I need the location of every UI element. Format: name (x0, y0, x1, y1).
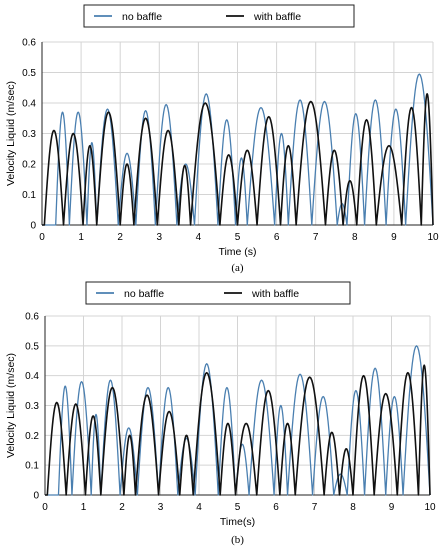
y-tick-label: 0 (33, 491, 39, 502)
x-tick-label: 6 (273, 502, 279, 513)
x-tick-label: 8 (352, 232, 358, 243)
x-tick-label: 5 (235, 232, 241, 243)
figure-caption: (a) (231, 262, 244, 274)
y-tick-label: 0.5 (25, 341, 39, 352)
x-tick-label: 8 (350, 502, 356, 513)
x-tick-label: 4 (196, 232, 202, 243)
y-tick-label: 0.4 (22, 99, 36, 110)
x-tick-label: 9 (391, 232, 397, 243)
x-tick-label: 7 (312, 502, 318, 513)
y-tick-label: 0 (30, 221, 36, 232)
x-tick-label: 3 (157, 232, 163, 243)
x-tick-label: 0 (42, 502, 48, 513)
x-tick-label: 1 (81, 502, 87, 513)
y-axis-label: Velocity Liquid (m/sec) (5, 81, 17, 186)
legend-label: no baffle (122, 11, 162, 23)
x-tick-label: 0 (39, 232, 45, 243)
x-tick-label: 10 (424, 502, 436, 513)
x-tick-label: 9 (389, 502, 395, 513)
x-tick-label: 2 (117, 232, 123, 243)
chart-a: 0 1 2 3 4 5 6 7 8 9 10 0 0.1 0.2 0.3 0.4 0.5 0.6 Time (s) V… (5, 4, 439, 274)
legend-label: no baffle (124, 288, 164, 300)
series-line-with-baffle (41, 93, 434, 226)
x-tick-label: 6 (274, 232, 280, 243)
y-tick-label: 0.1 (22, 190, 36, 201)
x-tick-label: 4 (196, 502, 202, 513)
y-tick-label: 0.5 (22, 68, 36, 79)
series-line-no-baffle (41, 73, 434, 226)
y-tick-label: 0.1 (25, 461, 39, 472)
x-tick-label: 7 (313, 232, 319, 243)
y-tick-label: 0.4 (25, 371, 39, 382)
y-tick-label: 0.3 (25, 401, 39, 412)
series-line-with-baffle (44, 364, 431, 496)
y-axis-label: Velocity Liquid (m/sec) (5, 353, 17, 458)
chart-b: 0 1 2 3 4 5 6 7 8 9 10 0 0.1 0.2 0.3 0.4 0.5 0.6 Time(s) Ve… (5, 281, 436, 546)
x-tick-label: 1 (78, 232, 84, 243)
legend-box (83, 4, 355, 28)
figure-caption: (b) (231, 534, 244, 546)
legend-label: with baffle (251, 288, 299, 300)
x-tick-label: 3 (158, 502, 164, 513)
y-tick-label: 0.6 (25, 312, 39, 323)
legend-label: with baffle (253, 11, 301, 23)
y-tick-label: 0.2 (22, 160, 36, 171)
y-tick-label: 0.2 (25, 431, 39, 442)
y-tick-label: 0.6 (22, 38, 36, 49)
legend-box (85, 281, 351, 305)
x-tick-label: 5 (235, 502, 241, 513)
x-tick-label: 10 (427, 232, 439, 243)
y-tick-label: 0.3 (22, 129, 36, 140)
x-tick-label: 2 (119, 502, 125, 513)
x-axis-label: Time (s) (218, 246, 256, 258)
series-line-no-baffle (44, 345, 431, 496)
x-axis-label: Time(s) (220, 516, 255, 528)
